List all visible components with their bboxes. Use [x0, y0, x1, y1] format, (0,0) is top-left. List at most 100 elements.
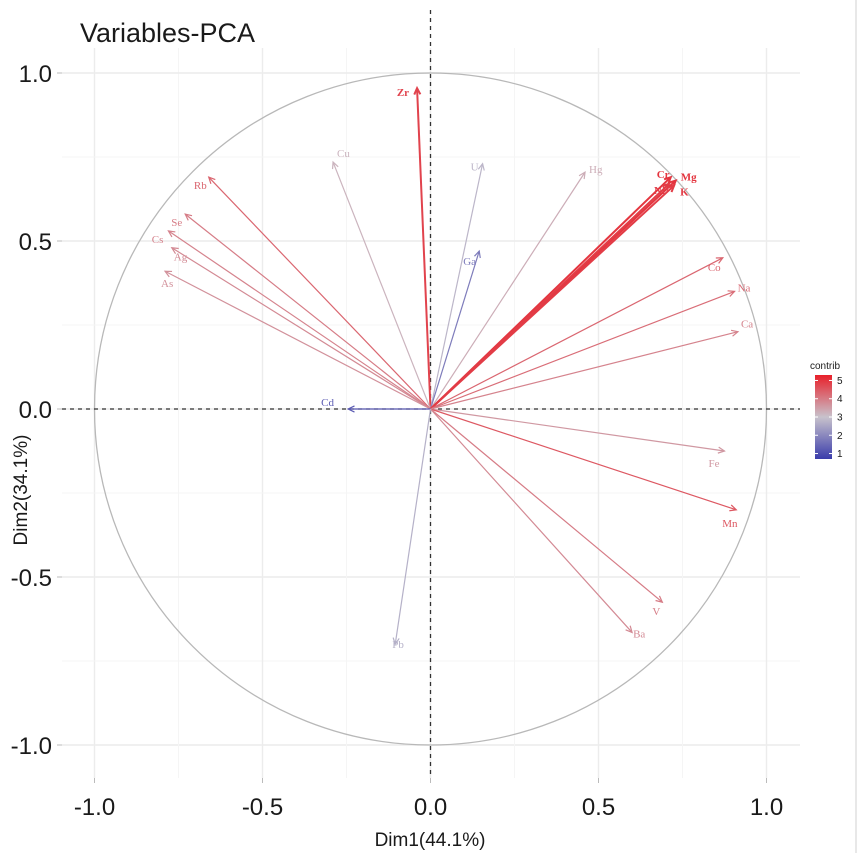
arrow-line — [430, 257, 724, 410]
variable-label: Na — [738, 282, 751, 294]
y-tick-label: -0.5 — [11, 565, 52, 592]
variable-label: Se — [171, 217, 182, 229]
arrow-se: Se — [171, 213, 431, 410]
arrowhead — [167, 230, 176, 238]
arrowhead — [727, 290, 736, 297]
arrowhead — [655, 595, 664, 604]
arrowhead — [667, 184, 676, 193]
legend-ticks: 5 4 3 2 1 — [815, 376, 843, 460]
y-tick-label: 1.0 — [19, 61, 52, 88]
x-tick-label: -1.0 — [74, 794, 115, 821]
legend: contrib 5 4 3 2 1 — [810, 361, 843, 460]
arrow-ag: Ag — [170, 246, 431, 410]
arrow-ga: Ga — [429, 249, 481, 410]
variable-label: Ag — [174, 252, 188, 264]
variable-label: U — [471, 162, 479, 174]
variable-label: As — [161, 278, 173, 290]
arrowhead — [625, 625, 634, 634]
arrow-line — [430, 408, 633, 633]
variable-label: Co — [708, 262, 721, 274]
arrowhead — [413, 85, 422, 95]
arrow-mn: Mn — [430, 408, 738, 530]
arrow-line — [429, 163, 484, 410]
arrowhead — [184, 213, 193, 221]
arrowhead — [578, 170, 586, 180]
variable-label: Cr — [657, 169, 670, 181]
arrow-line — [208, 176, 431, 410]
arrow-line — [430, 408, 737, 511]
variable-label: Ca — [741, 319, 753, 331]
arrow-cu: Cu — [331, 148, 432, 410]
variable-label: Zr — [397, 87, 409, 99]
variable-label: Rb — [194, 180, 207, 192]
arrowhead — [662, 182, 671, 191]
arrow-v: V — [430, 408, 664, 618]
arrow-ca: Ca — [430, 319, 753, 410]
arrowhead — [170, 246, 179, 254]
legend-tick-label: 1 — [837, 449, 843, 460]
arrowhead — [474, 249, 481, 259]
variable-label: V — [652, 606, 660, 618]
arrow-line — [164, 270, 431, 410]
arrow-line — [416, 88, 432, 410]
variable-label: Ga — [463, 256, 476, 268]
arrow-cr: Cr — [429, 169, 673, 410]
legend-colorbar — [815, 375, 832, 459]
legend-title: contrib — [810, 361, 840, 372]
arrow-line — [429, 250, 480, 410]
arrow-line — [184, 213, 431, 410]
variable-label: Mn — [722, 518, 738, 530]
variable-arrows: Zr Cu Rb Se Cs Ag As U Ga Hg Cr Mg Ni K Co Na Ca Cd Fe Mn VB… — [152, 85, 753, 651]
x-tick-label: 1.0 — [750, 794, 783, 821]
arrow-line — [168, 230, 431, 410]
arrowhead — [715, 257, 725, 264]
variable-label: K — [680, 187, 689, 199]
x-tick-label: 0.0 — [414, 794, 447, 821]
arrow-line — [332, 161, 432, 410]
arrow-pb: Pb — [392, 408, 432, 651]
arrowhead — [331, 160, 339, 170]
arrow-line — [430, 408, 663, 603]
arrow-line — [394, 408, 432, 645]
variable-label: Cs — [152, 234, 164, 246]
y-axis-ticks: 1.0 0.5 0.0 -0.5 -1.0 — [11, 61, 62, 760]
x-tick-label: -0.5 — [242, 794, 283, 821]
arrow-ba: Ba — [430, 408, 645, 640]
arrow-line — [171, 247, 431, 410]
arrow-as: As — [161, 270, 431, 410]
variable-label: Hg — [589, 164, 603, 176]
arrow-rb: Rb — [194, 176, 431, 410]
legend-tick-label: 3 — [837, 413, 843, 424]
variable-label: Mg — [681, 172, 697, 184]
legend-tick-label: 5 — [837, 376, 843, 387]
chart-title: Variables-PCA — [80, 18, 255, 48]
y-tick-label: -1.0 — [11, 733, 52, 760]
variable-label: Ni — [654, 185, 665, 197]
y-axis-title: Dim2(34.1%) — [11, 435, 32, 546]
y-tick-label: 0.0 — [19, 397, 52, 424]
x-axis-ticks: -1.0 -0.5 0.0 0.5 1.0 — [74, 778, 783, 821]
arrowhead — [477, 162, 485, 171]
arrowhead — [163, 270, 173, 278]
arrow-u: U — [429, 162, 485, 410]
legend-tick-label: 2 — [837, 431, 843, 442]
x-axis-title: Dim1(44.1%) — [375, 830, 486, 851]
arrow-fe: Fe — [430, 408, 726, 470]
variable-label: Cu — [337, 148, 350, 160]
arrowhead — [730, 329, 740, 337]
arrow-k: K — [429, 184, 689, 410]
arrowhead — [729, 504, 738, 512]
arrow-cs: Cs — [152, 230, 431, 410]
arrowhead — [392, 637, 400, 646]
arrow-line — [430, 331, 739, 410]
arrow-hg: Hg — [429, 164, 603, 410]
arrow-zr: Zr — [397, 85, 432, 410]
legend-tick-label: 4 — [837, 394, 843, 405]
variable-label: Ba — [633, 628, 645, 640]
arrow-na: Na — [430, 282, 751, 410]
variable-label: Fe — [709, 458, 720, 470]
x-tick-label: 0.5 — [582, 794, 615, 821]
arrow-cd: Cd — [321, 397, 431, 413]
arrow-line — [430, 408, 725, 452]
